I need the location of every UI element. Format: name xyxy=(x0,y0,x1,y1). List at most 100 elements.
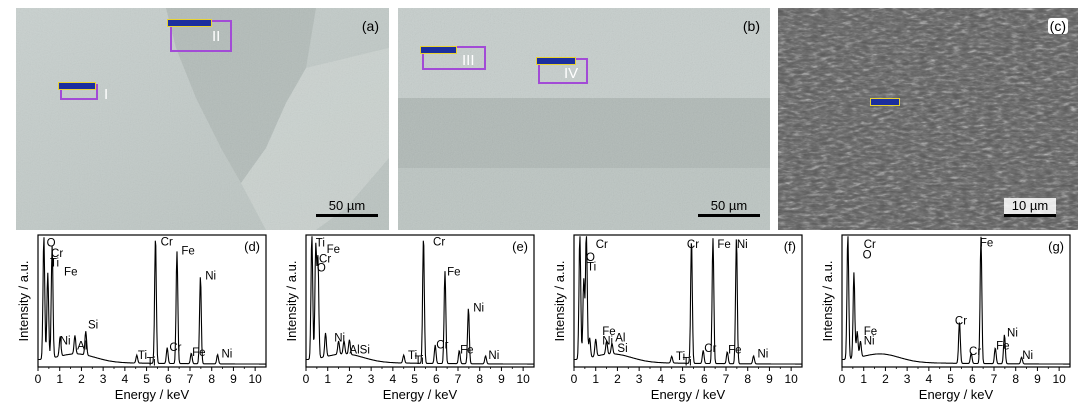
x-tick-label: 1 xyxy=(56,372,63,386)
x-tick-label: 8 xyxy=(208,372,215,386)
peak-label: Ni xyxy=(1022,350,1033,362)
peak-label: AlSi xyxy=(349,345,369,357)
panel-tag-c: (c) xyxy=(1047,18,1068,34)
x-axis-label: Energy / keV xyxy=(383,387,458,402)
peak-label: Fe xyxy=(327,244,340,256)
scale-bar-b: 50 µm xyxy=(698,198,760,217)
peak-label: O xyxy=(317,263,326,275)
x-tick-label: 3 xyxy=(636,372,643,386)
peak-label: Ti xyxy=(408,350,417,362)
eds-chart-d: 0 1 2 3 4 5 6 7 8 9 10 Energy / keV Intensity / a.u.… xyxy=(16,234,267,402)
peak-label: Cr xyxy=(169,342,181,354)
panel-tag-b: (b) xyxy=(742,18,760,34)
peak-label: Fe xyxy=(728,345,741,357)
x-tick-label: 7 xyxy=(455,372,462,386)
x-tick-label: 10 xyxy=(784,372,798,386)
x-tick-label: 7 xyxy=(723,372,730,386)
x-tick-label: 4 xyxy=(122,372,129,386)
panel-tag: (f) xyxy=(784,239,796,254)
peak-label: Ni xyxy=(864,335,875,347)
peak-label: Ti xyxy=(676,351,685,363)
panel-tag: (d) xyxy=(244,239,260,254)
sem-panel-a: (a) I II 50 µm xyxy=(16,8,389,230)
x-tick-label: 5 xyxy=(679,372,686,386)
x-tick-label: 8 xyxy=(476,372,483,386)
spectrum-line xyxy=(305,236,534,365)
peak-label: Fe xyxy=(64,267,77,279)
peak-label: Fe xyxy=(460,345,473,357)
eds-spectrum-e: 0 1 2 3 4 5 6 7 8 9 10 Energy / keV Intensity / a.u.… xyxy=(278,231,540,411)
peak-label: Ti xyxy=(138,350,147,362)
spectrum-line xyxy=(37,237,266,365)
peak-label: Fe xyxy=(717,239,730,251)
x-tick-label: 0 xyxy=(839,372,846,386)
peak-label: Ni xyxy=(473,302,484,314)
peak-label: O xyxy=(586,252,595,264)
plot-frame xyxy=(37,234,267,368)
peak-label: Cr xyxy=(433,236,445,248)
region-label-ii: II xyxy=(212,28,221,45)
x-tick-label: 2 xyxy=(882,372,889,386)
x-tick-label: 7 xyxy=(187,372,194,386)
region-label-iv: IV xyxy=(564,65,579,82)
x-tick-label: 7 xyxy=(991,372,998,386)
eds-chart-f: 0 1 2 3 4 5 6 7 8 9 10 Energy / keV Intensity / a.u.… xyxy=(552,234,803,402)
peak-label: Cr xyxy=(704,343,716,355)
peak-label: Ti xyxy=(50,257,59,269)
peak-label: Ti xyxy=(683,356,692,368)
scale-label-a: 50 µm xyxy=(328,198,366,213)
x-tick-label: 3 xyxy=(368,372,375,386)
x-tick-label: 3 xyxy=(904,372,911,386)
peak-label: Ni xyxy=(221,349,232,361)
peak-label: Ni xyxy=(334,333,345,345)
scale-line-c xyxy=(1004,214,1056,217)
x-tick-label: 9 xyxy=(230,372,237,386)
analysis-marker-iii xyxy=(420,46,457,54)
eds-chart-g: 0 1 2 3 4 5 6 7 8 9 10 Energy / keV Intensity / a.u.… xyxy=(820,234,1071,402)
region-label-iii: III xyxy=(462,52,475,69)
x-axis-label: Energy / keV xyxy=(115,387,190,402)
peak-label: Cr xyxy=(955,316,967,328)
peak-label: Ni xyxy=(205,271,216,283)
peak-label: Al xyxy=(615,333,625,345)
x-tick-label: 2 xyxy=(78,372,85,386)
peak-label: Cr xyxy=(161,236,173,248)
peak-label: Cr xyxy=(596,239,608,251)
peak-label: Ni xyxy=(60,335,71,347)
x-tick-label: 2 xyxy=(346,372,353,386)
scale-line-b xyxy=(698,214,760,217)
peak-label: Ni xyxy=(1007,327,1018,339)
panel-tag: (e) xyxy=(512,239,528,254)
peak-label: Fe xyxy=(447,267,460,279)
x-tick-label: 2 xyxy=(614,372,621,386)
peak-label: Ti xyxy=(415,355,424,367)
x-tick-label: 10 xyxy=(516,372,530,386)
scale-line-a xyxy=(316,214,378,217)
x-tick-label: 5 xyxy=(947,372,954,386)
peak-label: Cr xyxy=(436,339,448,351)
peak-label: Fe xyxy=(980,238,993,250)
x-tick-label: 8 xyxy=(1012,372,1019,386)
y-axis-label: Intensity / a.u. xyxy=(284,261,299,342)
sem-image-a xyxy=(16,8,389,230)
peak-label: Ti xyxy=(587,261,596,273)
region-label-i: I xyxy=(104,86,109,103)
analysis-marker-c xyxy=(870,98,900,106)
x-tick-label: 4 xyxy=(390,372,397,386)
x-axis-label: Energy / keV xyxy=(919,387,994,402)
plot-frame xyxy=(841,234,1071,368)
y-axis-label: Intensity / a.u. xyxy=(16,261,31,342)
y-axis-label: Intensity / a.u. xyxy=(552,261,567,342)
x-tick-label: 5 xyxy=(143,372,150,386)
x-tick-label: 0 xyxy=(35,372,42,386)
peak-label: Fe xyxy=(181,246,194,258)
x-tick-label: 9 xyxy=(498,372,505,386)
peak-label: Fe xyxy=(864,326,877,338)
peak-label: Si xyxy=(88,319,98,331)
panel-tag-a: (a) xyxy=(361,18,379,34)
x-tick-label: 3 xyxy=(100,372,107,386)
scale-bar-c: 10 µm xyxy=(1004,198,1056,217)
x-tick-label: 4 xyxy=(658,372,665,386)
x-tick-label: 1 xyxy=(860,372,867,386)
analysis-marker-ii xyxy=(167,19,212,27)
